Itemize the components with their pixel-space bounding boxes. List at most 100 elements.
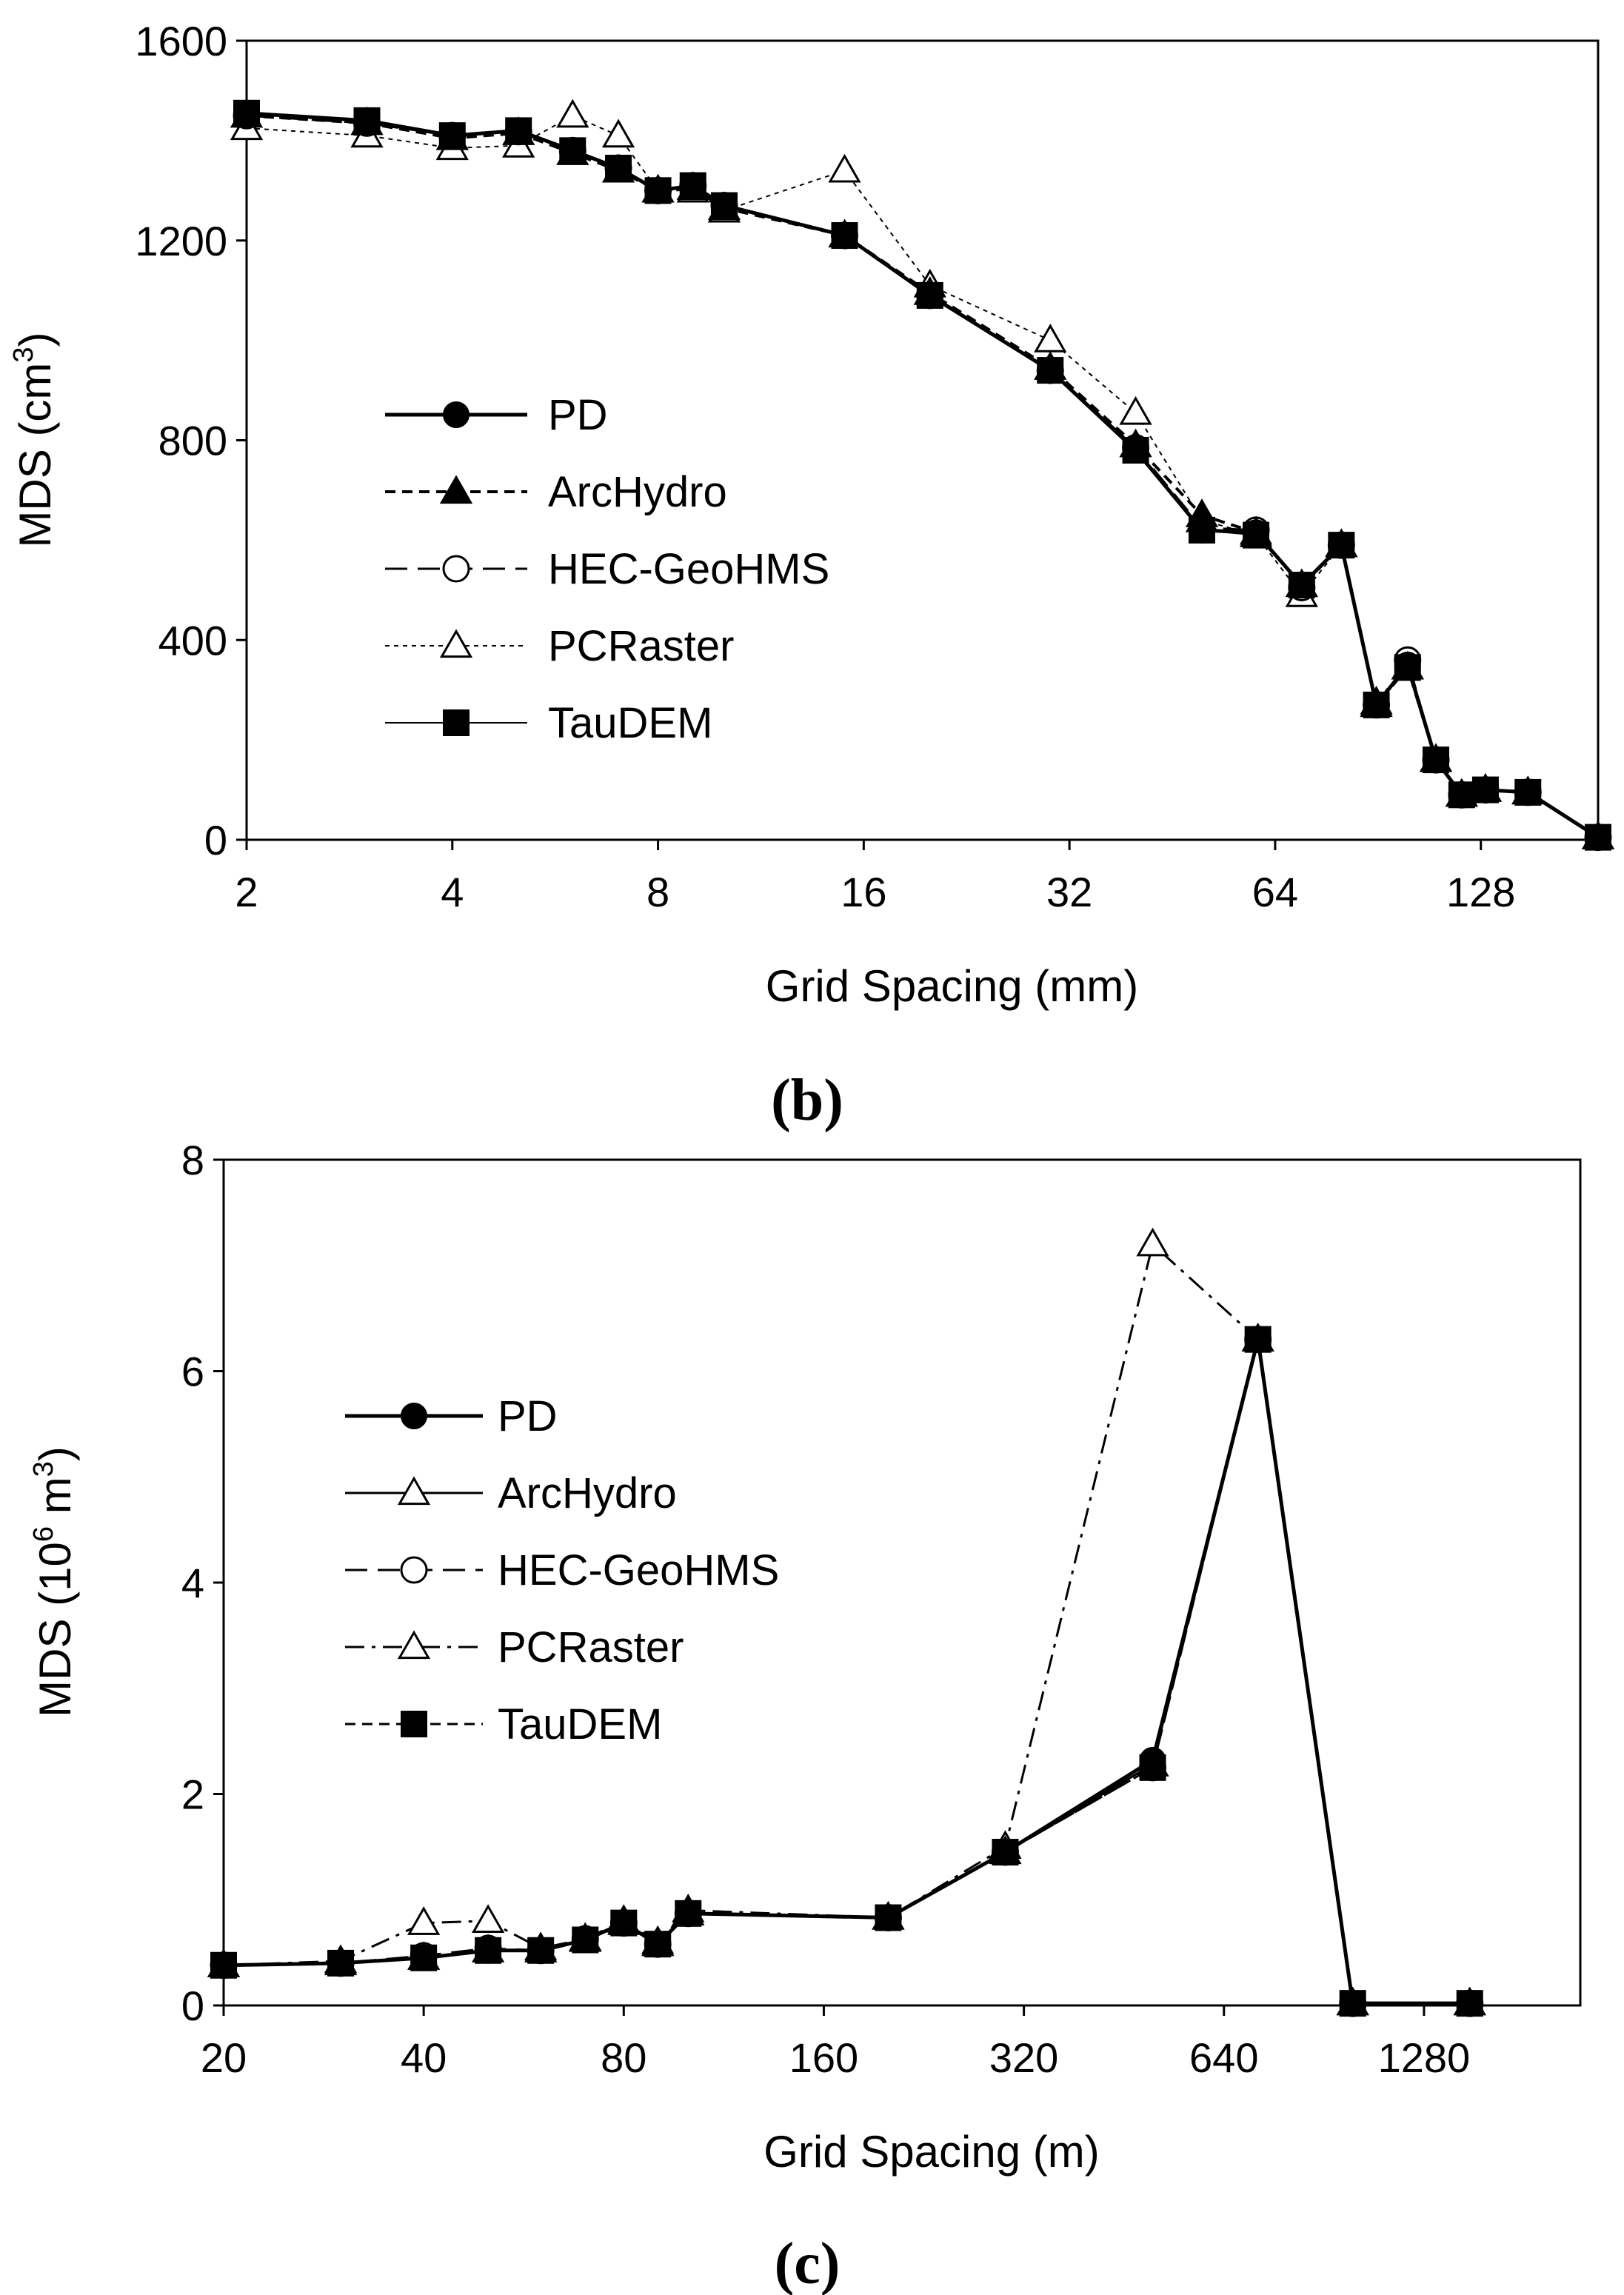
x-axis-label: Grid Spacing (m) [763, 2127, 1099, 2177]
data-point [234, 101, 259, 126]
y-tick-label: 1200 [135, 218, 227, 264]
legend-entry-hec-geohms: HEC-GeoHMS [345, 1546, 779, 1594]
y-tick-label: 400 [158, 617, 227, 664]
data-point [681, 173, 706, 198]
data-point [1246, 1327, 1271, 1352]
series-markers-taudem [211, 1327, 1483, 2016]
y-axis-label-part: m [30, 1477, 80, 1526]
legend-entry-pd: PD [345, 1392, 558, 1440]
data-point [1289, 572, 1314, 598]
legend-marker [401, 1557, 427, 1583]
legend-marker [444, 556, 469, 581]
legend-label: HEC-GeoHMS [498, 1546, 779, 1594]
legend-entry-archydro: ArcHydro [385, 468, 727, 516]
data-point [475, 1938, 501, 1963]
data-point [474, 1906, 503, 1931]
series-markers-taudem [234, 101, 1611, 850]
series-line-taudem [224, 1340, 1470, 2003]
y-axis-label-superscript: 3 [8, 347, 39, 362]
legend-label: PCRaster [548, 622, 734, 670]
y-tick-label: 0 [204, 817, 227, 863]
series-pcraster [224, 1244, 1470, 2003]
data-point [1340, 1991, 1366, 2016]
legend-label: TauDEM [498, 1700, 662, 1748]
data-point [1140, 1748, 1166, 1773]
legend-label: TauDEM [548, 699, 712, 747]
series-line-hec-geohms [224, 1340, 1470, 2003]
data-point [1364, 692, 1389, 718]
legend-label: ArcHydro [548, 468, 727, 516]
legend: PD ArcHydro HEC-GeoHMS PCRaster TauDEM [345, 1392, 779, 1748]
legend-marker [401, 1711, 427, 1737]
series-markers-pcraster [209, 1230, 1484, 2014]
x-tick-label: 2 [235, 869, 258, 915]
legend-marker [401, 1403, 427, 1429]
y-axis-label-superscript: 6 [28, 1526, 59, 1542]
data-point [211, 1953, 236, 1978]
legend-label: PCRaster [498, 1623, 684, 1671]
data-point [558, 101, 587, 127]
x-tick-label: 8 [646, 869, 669, 915]
series-markers-pd [234, 101, 1611, 850]
legend-marker [444, 402, 469, 427]
y-tick-label: 8 [181, 1137, 204, 1183]
x-tick-label: 1280 [1378, 2034, 1471, 2081]
data-point [328, 1951, 353, 1976]
y-axis-label-part: ) [30, 1446, 80, 1461]
series-archydro [224, 1340, 1470, 2003]
data-point [440, 123, 465, 148]
data-point [832, 223, 857, 248]
data-point [606, 156, 631, 181]
series-markers-archydro [209, 1325, 1484, 2014]
legend-marker [444, 710, 469, 735]
legend: PD ArcHydro HEC-GeoHMS PCRaster TauDEM [385, 391, 829, 747]
y-tick-label: 800 [158, 418, 227, 464]
data-point [1037, 358, 1063, 383]
y-axis-label-part: MDS (10 [30, 1542, 80, 1717]
data-point [1457, 1991, 1483, 2016]
x-tick-label: 4 [441, 869, 464, 915]
y-axis-label: MDS (106 m3) [28, 1446, 80, 1717]
data-point [528, 1938, 553, 1963]
plot-frame [224, 1160, 1580, 2005]
y-axis-label-part: ) [10, 332, 60, 347]
data-point [875, 1905, 900, 1931]
data-point [1189, 518, 1214, 543]
x-tick-label: 32 [1046, 869, 1092, 915]
data-point [604, 121, 633, 147]
legend-entry-taudem: TauDEM [385, 699, 712, 747]
series-markers-pd [211, 1327, 1483, 2016]
series-markers-hec-geohms [234, 103, 1611, 849]
data-point [1243, 520, 1269, 545]
data-point [992, 1840, 1017, 1865]
data-point [506, 118, 531, 143]
panel-label: (c) [775, 2231, 841, 2295]
data-point [354, 108, 379, 133]
figure: 0400800120016002 4 8 16 32 64 128Grid Spacing … [0, 0, 1624, 2295]
legend-marker [399, 1478, 428, 1503]
data-point [918, 283, 943, 308]
series-markers-archydro [232, 101, 1612, 849]
legend-entry-hec-geohms: HEC-GeoHMS [385, 545, 829, 593]
x-axis-label: Grid Spacing (mm) [766, 961, 1138, 1011]
legend-label: PD [498, 1392, 558, 1440]
y-axis-label-superscript: 3 [28, 1461, 59, 1477]
y-axis-label-part: MDS (cm [10, 363, 60, 548]
data-point [572, 1927, 598, 1952]
data-point [1473, 778, 1498, 803]
data-point [712, 193, 737, 218]
x-tick-label: 640 [1189, 2034, 1258, 2081]
data-point [1123, 438, 1149, 463]
x-tick-label: 128 [1446, 869, 1515, 915]
x-tick-label: 320 [989, 2034, 1058, 2081]
legend-label: HEC-GeoHMS [548, 545, 829, 593]
data-point [1515, 780, 1540, 805]
x-tick-label: 20 [201, 2034, 247, 2081]
data-point [1121, 398, 1150, 424]
x-tick-label: 40 [401, 2034, 447, 2081]
panel-label: (b) [771, 1068, 843, 1133]
data-point [410, 1908, 438, 1934]
data-point [1329, 532, 1354, 558]
legend-entry-pd: PD [385, 391, 608, 439]
legend-marker [441, 631, 470, 656]
